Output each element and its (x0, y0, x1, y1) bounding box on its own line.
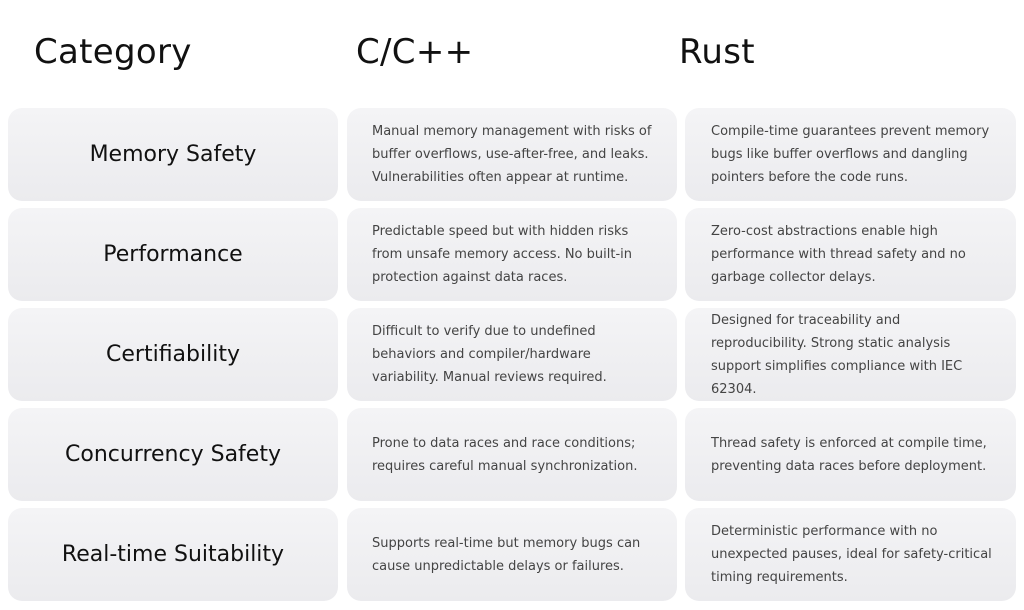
category-cell: Real-time Suitability (8, 508, 338, 601)
cpp-cell: Manual memory management with risks of b… (347, 108, 677, 201)
cpp-description: Manual memory management with risks of b… (372, 124, 652, 185)
category-label: Performance (103, 242, 243, 267)
cpp-description: Difficult to verify due to undefined beh… (372, 324, 607, 385)
table-row: Memory Safety Manual memory management w… (0, 108, 1024, 201)
rust-cell: Designed for traceability and reproducib… (685, 308, 1016, 401)
category-cell: Certifiability (8, 308, 338, 401)
category-cell: Concurrency Safety (8, 408, 338, 501)
rust-cell: Compile-time guarantees prevent memory b… (685, 108, 1016, 201)
column-header-category: Category (34, 32, 192, 72)
category-cell: Performance (8, 208, 338, 301)
category-cell: Memory Safety (8, 108, 338, 201)
rust-description: Compile-time guarantees prevent memory b… (711, 124, 990, 185)
table-row: Concurrency Safety Prone to data races a… (0, 408, 1024, 501)
table-body: Memory Safety Manual memory management w… (0, 108, 1024, 608)
column-header-rust: Rust (679, 32, 755, 72)
category-label: Certifiability (106, 342, 240, 367)
column-header-cpp: C/C++ (356, 32, 474, 72)
table-header: Category C/C++ Rust (0, 0, 1024, 108)
rust-cell: Deterministic performance with no unexpe… (685, 508, 1016, 601)
rust-cell: Zero-cost abstractions enable high perfo… (685, 208, 1016, 301)
cpp-description: Predictable speed but with hidden risks … (372, 224, 632, 285)
cpp-cell: Difficult to verify due to undefined beh… (347, 308, 677, 401)
category-label: Memory Safety (89, 142, 257, 167)
table-row: Certifiability Difficult to verify due t… (0, 308, 1024, 401)
rust-description: Zero-cost abstractions enable high perfo… (711, 224, 966, 285)
cpp-cell: Predictable speed but with hidden risks … (347, 208, 677, 301)
rust-cell: Thread safety is enforced at compile tim… (685, 408, 1016, 501)
rust-description: Thread safety is enforced at compile tim… (711, 435, 987, 474)
cpp-description: Supports real-time but memory bugs can c… (372, 535, 641, 574)
cpp-cell: Prone to data races and race conditions;… (347, 408, 677, 501)
cpp-description: Prone to data races and race conditions;… (372, 435, 638, 474)
table-row: Performance Predictable speed but with h… (0, 208, 1024, 301)
rust-description: Deterministic performance with no unexpe… (711, 524, 992, 585)
table-row: Real-time Suitability Supports real-time… (0, 508, 1024, 601)
rust-description: Designed for traceability and reproducib… (711, 312, 963, 397)
category-label: Concurrency Safety (65, 442, 281, 467)
cpp-cell: Supports real-time but memory bugs can c… (347, 508, 677, 601)
category-label: Real-time Suitability (61, 542, 285, 567)
